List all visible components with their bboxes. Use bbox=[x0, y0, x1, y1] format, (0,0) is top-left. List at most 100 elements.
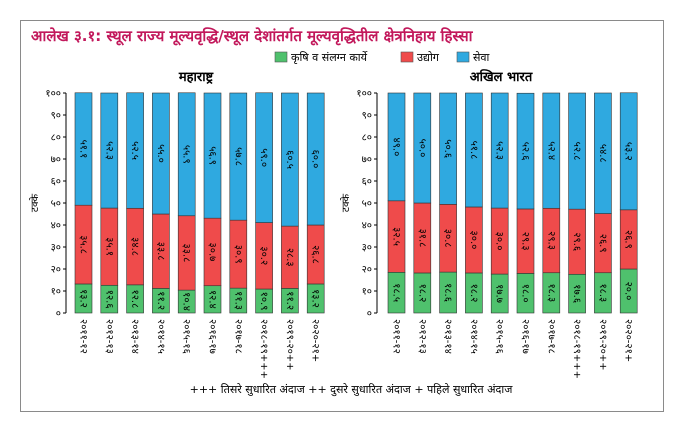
bar-segment bbox=[306, 92, 325, 226]
data-label: २९.३ bbox=[520, 232, 531, 251]
data-label: ३३.८ bbox=[181, 244, 192, 263]
data-label: ३०.० bbox=[494, 232, 505, 251]
data-label: ५४.८ bbox=[597, 144, 608, 163]
legend-swatch-2 bbox=[456, 51, 470, 63]
y-tick-label: ६० bbox=[51, 177, 61, 188]
x-tick-label: २०१५-१६ bbox=[494, 319, 505, 354]
data-label: २०.० bbox=[623, 282, 634, 301]
bar-segment bbox=[619, 92, 638, 211]
footnote: +++ तिसरे सुधारित अंदाज ++ दुसरे सुधारित… bbox=[190, 383, 514, 397]
data-label: १८.२ bbox=[416, 284, 427, 303]
data-label: ५९.० bbox=[258, 148, 269, 167]
y-tick-label: ८० bbox=[51, 133, 61, 144]
y-tick-label: ७० bbox=[362, 155, 372, 166]
y-axis-label-0: टक्के bbox=[29, 194, 41, 212]
x-tick-label: २०१८-१९+++ bbox=[571, 319, 582, 379]
legend-label-0: कृषि व संलग्न कार्ये bbox=[291, 51, 368, 64]
data-label: ११.२ bbox=[284, 291, 295, 310]
panel-title-1: अखिल भारत bbox=[470, 69, 533, 85]
data-label: २९.३ bbox=[545, 231, 556, 250]
data-label: १८.३ bbox=[545, 283, 556, 302]
y-tick-label: ३० bbox=[51, 243, 61, 254]
x-tick-label: २०१९-२०++ bbox=[597, 319, 608, 371]
data-label: १८.६ bbox=[442, 283, 453, 302]
x-tick-label: २०११-१२ bbox=[391, 319, 402, 354]
bar-segment bbox=[594, 92, 612, 214]
chart-frame: आलेख ३.१: स्थूल राज्य मूल्यवृद्धि/स्थूल … bbox=[20, 20, 664, 412]
data-label: ४९.० bbox=[391, 138, 402, 157]
y-tick-label: ५० bbox=[51, 199, 61, 210]
data-label: ५५.९ bbox=[181, 145, 192, 164]
data-label: १०.४ bbox=[181, 292, 192, 311]
bar-segment bbox=[229, 92, 248, 221]
x-tick-label: २०१२-१३ bbox=[416, 319, 427, 354]
bar-segment bbox=[465, 92, 483, 208]
x-tick-label: २०२०-२१+ bbox=[623, 319, 634, 362]
data-label: २८.३ bbox=[284, 248, 295, 267]
chart-title: आलेख ३.१: स्थूल राज्य मूल्यवृद्धि/स्थूल … bbox=[31, 27, 474, 46]
data-label: ५२.४ bbox=[545, 141, 556, 160]
bar-segment bbox=[439, 92, 457, 205]
chart-canvas: आलेख ३.१: स्थूल राज्य मूल्यवृद्धि/स्थूल … bbox=[29, 27, 638, 397]
data-label: ३०.० bbox=[468, 231, 479, 250]
data-label: ५२.३ bbox=[103, 141, 114, 160]
panel-0: महाराष्ट्र ० १० २० ३० ४० ५० ६० ७० ८० ९० १०० टक्के १३.… bbox=[29, 70, 325, 379]
bar-segment bbox=[255, 92, 273, 223]
data-label: १८.२ bbox=[468, 284, 479, 303]
bar-segment bbox=[568, 92, 586, 210]
x-tick-label: २०१४-१५ bbox=[468, 319, 479, 354]
legend-swatch-0 bbox=[274, 51, 288, 63]
data-label: ३५.१ bbox=[103, 237, 114, 256]
y-tick-label: ७० bbox=[51, 155, 61, 166]
y-tick-label: ५० bbox=[362, 199, 372, 210]
data-label: ३०.९ bbox=[232, 245, 243, 264]
legend: कृषि व संलग्न कार्ये उद्योग सेवा bbox=[274, 51, 490, 64]
data-label: १२.६ bbox=[103, 290, 114, 309]
y-tick-label: ९० bbox=[51, 111, 61, 122]
data-label: ५७.८ bbox=[232, 147, 243, 166]
x-tick-label: २०१९-२०++ bbox=[284, 319, 295, 371]
data-label: ३५.८ bbox=[78, 235, 89, 254]
data-label: १०.९ bbox=[258, 292, 269, 311]
y-tick-label: ४० bbox=[51, 221, 61, 232]
data-label: १२.४ bbox=[207, 290, 218, 309]
panel-1: अखिल भारत ० १० २० ३० ४० ५० ६० ७० ८० ९० १०० टक्के १८.५… bbox=[340, 69, 638, 379]
bar-segment bbox=[126, 92, 144, 209]
data-label: २९.६ bbox=[571, 232, 582, 251]
y-tick-label: १०० bbox=[356, 89, 372, 100]
y-tick-label: २० bbox=[51, 265, 61, 276]
y-tick-label: ८० bbox=[362, 133, 372, 144]
x-tick-label: २०१२-१३ bbox=[103, 319, 114, 354]
legend-label-1: उद्योग bbox=[417, 51, 440, 64]
x-tick-label: २०१४-१५ bbox=[155, 319, 166, 354]
bar-segment bbox=[387, 92, 406, 202]
y-tick-label: १० bbox=[362, 287, 372, 298]
bar-segment bbox=[100, 92, 119, 209]
data-label: १८.० bbox=[520, 284, 531, 303]
data-label: ५२.५ bbox=[129, 141, 140, 160]
data-label: ५२.३ bbox=[494, 141, 505, 160]
data-label: ५०.६ bbox=[442, 139, 453, 158]
x-tick-label: २०१३-१४ bbox=[442, 319, 453, 354]
bar-segment bbox=[177, 92, 196, 217]
bar-segment bbox=[516, 92, 535, 210]
data-label: १२.८ bbox=[129, 290, 140, 309]
x-tick-label: २०१७-१८ bbox=[545, 319, 556, 354]
data-label: ६०.० bbox=[310, 150, 321, 169]
data-label: ५१.८ bbox=[468, 141, 479, 160]
x-tick-label: २०११-१२ bbox=[78, 319, 89, 354]
y-tick-label: ४० bbox=[362, 221, 372, 232]
x-tick-label: २०१६-१७ bbox=[207, 319, 218, 354]
data-label: १८.३ bbox=[597, 283, 608, 302]
x-tick-label: २०१५-१६ bbox=[181, 319, 192, 354]
y-tick-label: ० bbox=[367, 309, 372, 320]
y-tick-label: २० bbox=[362, 265, 372, 276]
bar-segment bbox=[542, 92, 561, 209]
data-label: ५२.८ bbox=[571, 142, 582, 161]
data-label: ६०.५ bbox=[284, 150, 295, 169]
data-label: १७.७ bbox=[494, 284, 505, 303]
legend-label-2: सेवा bbox=[473, 51, 490, 64]
y-axis-label-1: टक्के bbox=[340, 194, 352, 212]
data-label: १३.२ bbox=[310, 289, 321, 308]
data-label: ३२.५ bbox=[391, 227, 402, 246]
